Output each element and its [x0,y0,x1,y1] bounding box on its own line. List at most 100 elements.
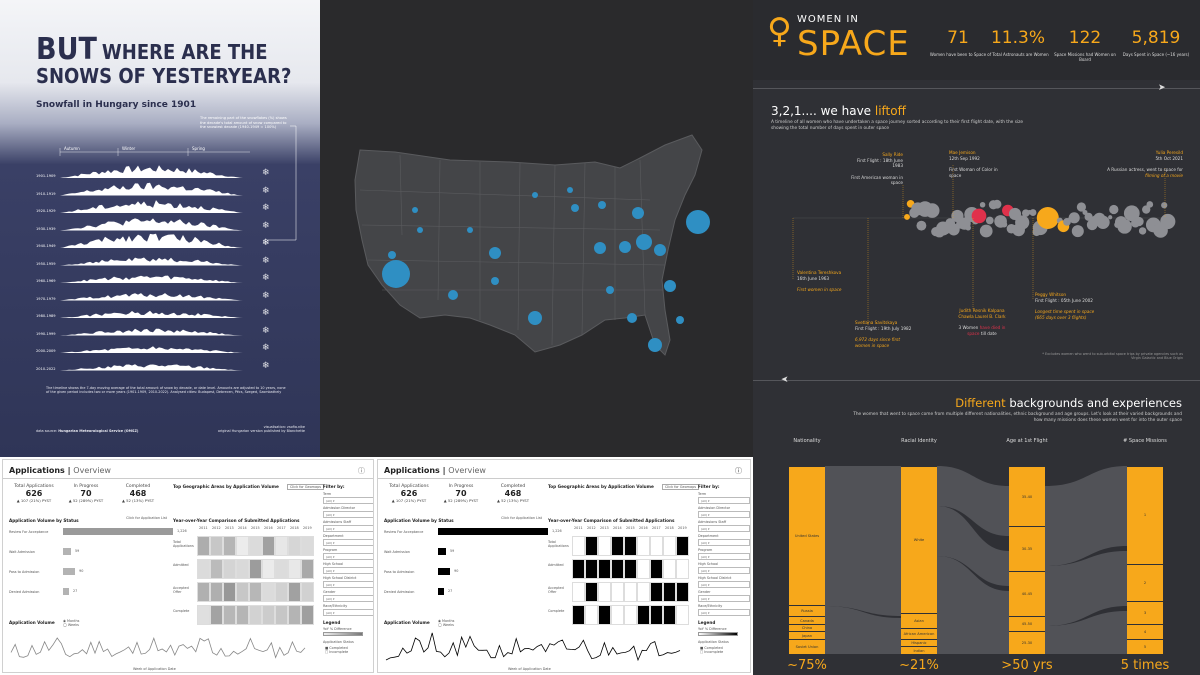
yoy-cell[interactable] [585,559,598,579]
yoy-cell[interactable] [650,559,663,579]
yoy-cell[interactable] [223,582,236,602]
yoy-cell[interactable] [572,536,585,556]
filter-dropdown[interactable]: (All) ▾ [698,525,750,532]
yoy-cell[interactable] [663,605,676,625]
yoy-cell[interactable] [624,559,637,579]
filter-dropdown[interactable]: (All) ▾ [323,595,373,602]
status-bar[interactable] [63,548,71,555]
yoy-cell[interactable] [611,605,624,625]
yoy-cell[interactable] [249,559,262,579]
yoy-cell[interactable] [301,536,314,556]
yoy-cell[interactable] [223,605,236,625]
filter-dropdown[interactable]: (All) ▾ [323,581,373,588]
yoy-cell[interactable] [611,559,624,579]
yoy-cell[interactable] [288,536,301,556]
yoy-cell[interactable] [585,582,598,602]
yoy-cell[interactable] [585,605,598,625]
yoy-cell[interactable] [275,536,288,556]
yoy-cell[interactable] [197,559,210,579]
yoy-cell[interactable] [598,559,611,579]
yoy-cell[interactable] [236,582,249,602]
yoy-cell[interactable] [572,605,585,625]
filter-dropdown[interactable]: (All) ▾ [698,511,750,518]
yoy-cell[interactable] [223,559,236,579]
status-bar[interactable] [63,528,173,535]
yoy-cell[interactable] [288,605,301,625]
yoy-cell[interactable] [262,582,275,602]
yoy-cell[interactable] [210,605,223,625]
yoy-cell[interactable] [663,536,676,556]
yoy-cell[interactable] [275,605,288,625]
yoy-cell[interactable] [676,536,689,556]
filter-dropdown[interactable]: (All) ▾ [698,497,750,504]
filter-dropdown[interactable]: (All) ▾ [323,511,373,518]
filter-dropdown[interactable]: (All) ▾ [698,539,750,546]
status-bar[interactable] [63,568,76,575]
yoy-cell[interactable] [624,536,637,556]
status-bar[interactable] [438,548,446,555]
yoy-cell[interactable] [275,582,288,602]
yoy-cell[interactable] [210,582,223,602]
filter-dropdown[interactable]: (All) ▾ [323,553,373,560]
status-bar[interactable] [63,588,69,595]
info-icon[interactable]: ⓘ [735,467,742,475]
status-bar[interactable] [438,528,548,535]
yoy-cell[interactable] [275,559,288,579]
yoy-cell[interactable] [650,582,663,602]
yoy-cell[interactable] [585,536,598,556]
yoy-cell[interactable] [663,559,676,579]
yoy-cell[interactable] [598,582,611,602]
application-list-button[interactable]: Click for Application List [126,516,167,520]
yoy-cell[interactable] [637,605,650,625]
filter-dropdown[interactable]: (All) ▾ [323,497,373,504]
yoy-cell[interactable] [197,605,210,625]
yoy-cell[interactable] [663,582,676,602]
filter-dropdown[interactable]: (All) ▾ [698,553,750,560]
yoy-cell[interactable] [624,582,637,602]
yoy-cell[interactable] [210,536,223,556]
yoy-cell[interactable] [197,536,210,556]
filter-dropdown[interactable]: (All) ▾ [323,525,373,532]
filter-dropdown[interactable]: (All) ▾ [698,609,750,616]
yoy-cell[interactable] [249,605,262,625]
yoy-cell[interactable] [611,582,624,602]
yoy-cell[interactable] [650,605,663,625]
status-bar[interactable] [438,568,451,575]
yoy-cell[interactable] [288,582,301,602]
filter-dropdown[interactable]: (All) ▾ [323,539,373,546]
yoy-cell[interactable] [301,582,314,602]
filter-dropdown[interactable]: (All) ▾ [323,567,373,574]
yoy-cell[interactable] [637,582,650,602]
yoy-cell[interactable] [598,605,611,625]
yoy-cell[interactable] [676,559,689,579]
yoy-cell[interactable] [262,605,275,625]
yoy-cell[interactable] [197,582,210,602]
yoy-cell[interactable] [624,605,637,625]
yoy-cell[interactable] [210,559,223,579]
yoy-cell[interactable] [676,582,689,602]
yoy-cell[interactable] [236,559,249,579]
yoy-cell[interactable] [572,559,585,579]
yoy-cell[interactable] [572,582,585,602]
geomap-button[interactable]: Click for Geomaps [662,484,699,490]
yoy-cell[interactable] [301,605,314,625]
yoy-cell[interactable] [637,536,650,556]
filter-dropdown[interactable]: (All) ▾ [698,581,750,588]
filter-dropdown[interactable]: (All) ▾ [698,595,750,602]
yoy-cell[interactable] [637,559,650,579]
yoy-cell[interactable] [223,536,236,556]
yoy-cell[interactable] [262,536,275,556]
status-bar[interactable] [438,588,444,595]
info-icon[interactable]: ⓘ [358,467,365,475]
yoy-cell[interactable] [262,559,275,579]
application-list-button[interactable]: Click for Application List [501,516,542,520]
yoy-cell[interactable] [249,536,262,556]
yoy-cell[interactable] [288,559,301,579]
geomap-button[interactable]: Click for Geomaps [287,484,324,490]
filter-dropdown[interactable]: (All) ▾ [698,567,750,574]
yoy-cell[interactable] [650,536,663,556]
yoy-cell[interactable] [301,559,314,579]
yoy-cell[interactable] [236,536,249,556]
yoy-cell[interactable] [249,582,262,602]
filter-dropdown[interactable]: (All) ▾ [323,609,373,616]
